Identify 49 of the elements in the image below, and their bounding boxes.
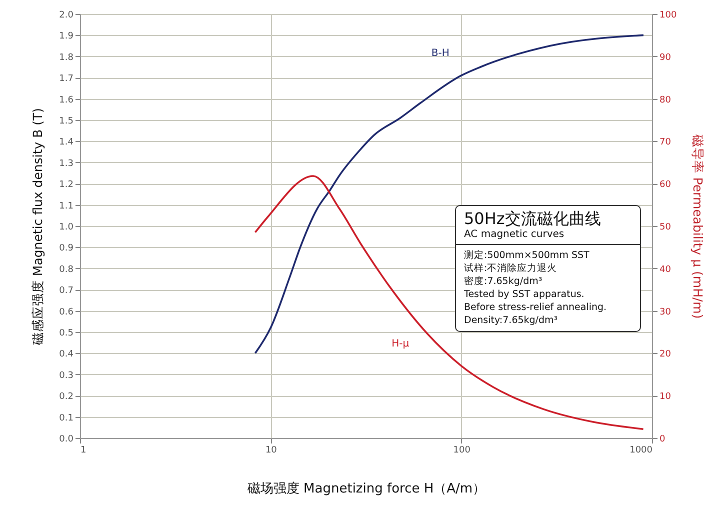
y2-tick-label: 60 (660, 180, 672, 190)
annotation: Before stress-relief annealing. (464, 301, 608, 314)
y2-tick-label: 70 (660, 138, 672, 148)
y-tick-label: 1.6 (59, 95, 74, 106)
y2-axis-title: 磁导率 Permeability μ (mH/m) (690, 133, 706, 319)
annotation: 试样:不消除应力退火 (464, 262, 558, 275)
y-tick-label: 0.4 (59, 350, 74, 360)
y-tick-label: 1.3 (59, 158, 74, 169)
series-label: H-μ (392, 338, 410, 350)
y-tick-label: 0.6 (59, 307, 74, 318)
y-tick-label: 0.7 (59, 286, 74, 296)
y-tick-label: 1.8 (59, 52, 74, 63)
x-tick-label: 1 (80, 446, 86, 456)
y2-tick-label: 30 (660, 307, 672, 318)
text: B-H (431, 48, 450, 60)
y-tick-label: 0.8 (59, 264, 74, 275)
y2-tick-label: 80 (660, 95, 672, 106)
x-axis-title: 磁场强度 Magnetizing force H（A/m） (246, 480, 486, 496)
y-tick-label: 2.0 (59, 10, 74, 20)
y-tick-label: 1.2 (59, 180, 74, 190)
y-tick-label: 1.4 (59, 138, 74, 148)
y-axis-title: 磁感应强度 Magnetic flux density B (T) (30, 108, 46, 346)
annotation: 密度:7.65kg/dm³ (464, 275, 544, 288)
x-tick-label: 100 (453, 446, 471, 456)
x-tick-label: 1000 (630, 446, 653, 456)
y-tick-label: 1.7 (59, 74, 74, 84)
y-tick-label: 0.1 (59, 413, 74, 424)
y-tick-label: 1.0 (59, 222, 74, 232)
y2-tick-label: 90 (660, 52, 672, 63)
y-tick-label: 0.2 (59, 392, 74, 402)
y-tick-label: 1.1 (59, 201, 74, 212)
y2-tick-label: 40 (660, 264, 672, 275)
annotation: AC magnetic curves (464, 229, 566, 241)
annotation: Density:7.65kg/dm³ (464, 314, 559, 327)
y2-tick-label: 100 (660, 10, 677, 20)
y-tick-label: 0.3 (59, 370, 74, 381)
y2-tick-label: 10 (660, 392, 672, 402)
y-tick-label: 0.0 (59, 434, 74, 444)
annotation: 50Hz交流磁化曲线 (464, 209, 602, 229)
x-tick-label: 10 (265, 446, 278, 456)
y-tick-label: 1.9 (59, 32, 74, 42)
y2-tick-label: 50 (660, 222, 672, 232)
y-tick-label: 0.5 (59, 328, 74, 338)
y-tick-label: 0.9 (59, 244, 74, 254)
y2-tick-label: 0 (660, 434, 666, 444)
annotation: 测定:500mm×500mm SST (464, 249, 590, 262)
annotation: Tested by SST apparatus. (464, 288, 586, 301)
y2-tick-label: 20 (660, 350, 672, 360)
y-tick-label: 1.5 (59, 116, 74, 126)
